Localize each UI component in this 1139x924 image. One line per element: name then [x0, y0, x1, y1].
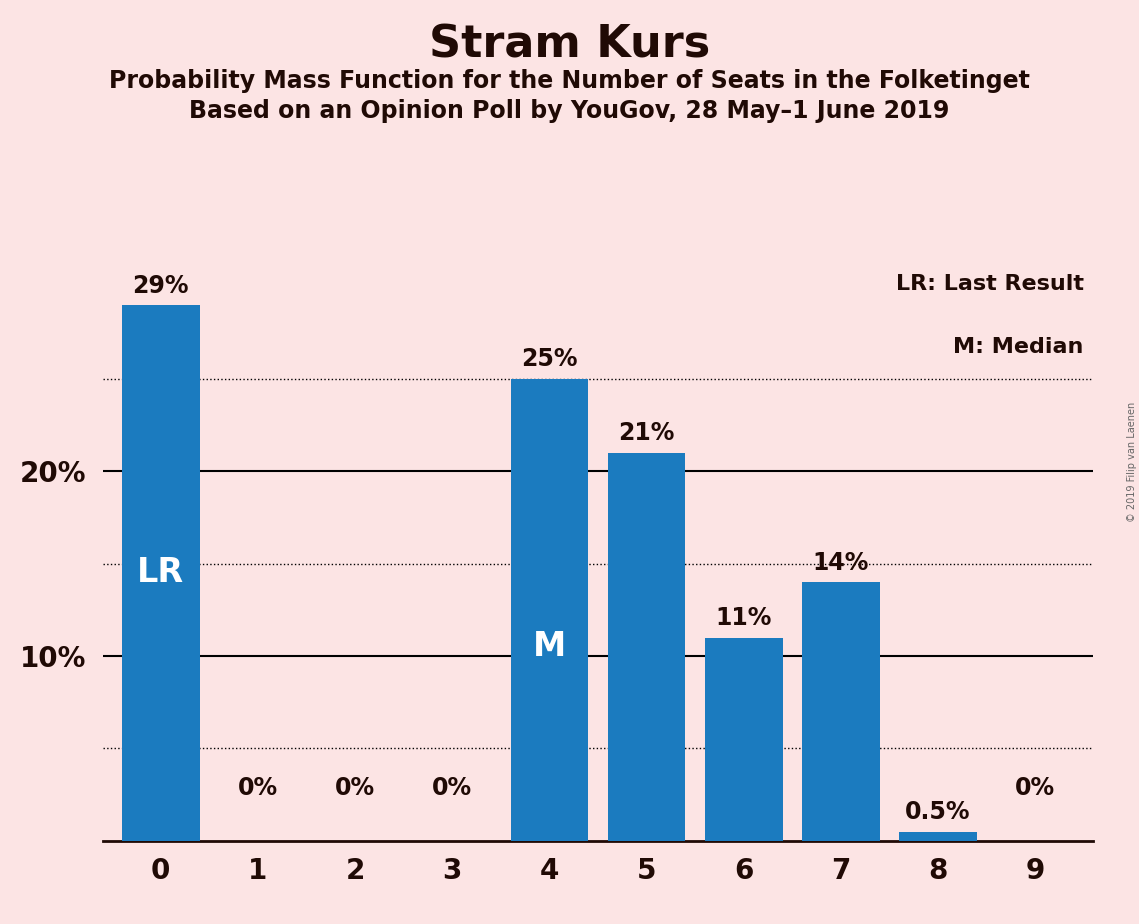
Text: 0%: 0% — [335, 776, 375, 800]
Bar — [705, 638, 782, 841]
Text: 29%: 29% — [132, 274, 189, 298]
Text: M: Median: M: Median — [953, 336, 1083, 357]
Text: 0%: 0% — [238, 776, 278, 800]
Text: Probability Mass Function for the Number of Seats in the Folketinget: Probability Mass Function for the Number… — [109, 69, 1030, 93]
Text: 14%: 14% — [812, 551, 869, 575]
Text: Based on an Opinion Poll by YouGov, 28 May–1 June 2019: Based on an Opinion Poll by YouGov, 28 M… — [189, 99, 950, 123]
Text: 21%: 21% — [618, 421, 674, 445]
Bar — [608, 453, 686, 841]
Text: LR: LR — [137, 556, 185, 590]
Bar — [899, 832, 977, 841]
Bar — [510, 379, 588, 841]
Bar — [122, 305, 199, 841]
Bar — [802, 582, 879, 841]
Text: 0%: 0% — [432, 776, 473, 800]
Text: 0%: 0% — [1015, 776, 1055, 800]
Text: © 2019 Filip van Laenen: © 2019 Filip van Laenen — [1126, 402, 1137, 522]
Text: 0.5%: 0.5% — [906, 800, 970, 824]
Text: Stram Kurs: Stram Kurs — [429, 23, 710, 67]
Text: 11%: 11% — [715, 606, 772, 630]
Text: LR: Last Result: LR: Last Result — [895, 274, 1083, 294]
Text: M: M — [533, 630, 566, 663]
Text: 25%: 25% — [522, 347, 577, 371]
